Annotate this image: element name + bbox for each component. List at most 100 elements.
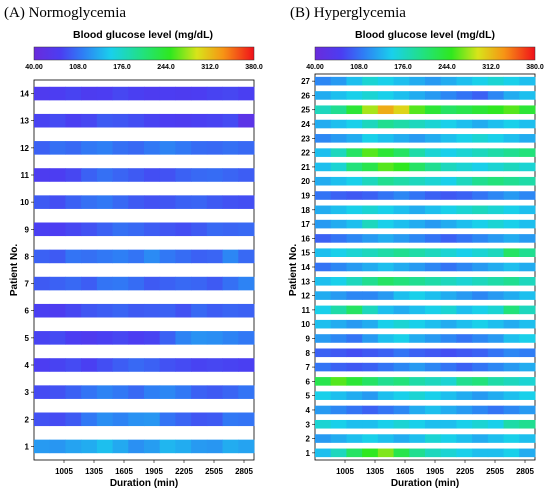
heatmap-cell-p14-0: [34, 86, 51, 101]
heatmap-cell-p25-6: [409, 105, 426, 115]
heatmap-cell-p24-0: [315, 119, 332, 129]
heatmap-cell-p24-4: [377, 119, 394, 129]
y-tick-label: 15: [301, 249, 310, 258]
heatmap-cell-p12-0: [34, 141, 51, 155]
heatmap-cell-p7-5: [112, 276, 129, 291]
heatmap-cell-p21-2: [346, 162, 363, 172]
heatmap-cell-p23-2: [346, 134, 363, 143]
heatmap-cell-p25-2: [346, 105, 363, 115]
heatmap-cell-p11-5: [393, 305, 410, 315]
heatmap-cell-p5-13: [238, 331, 255, 345]
heatmap-cell-p7-3: [81, 276, 98, 291]
heatmap-cell-p27-12: [503, 76, 520, 86]
heatmap-cell-p14-3: [81, 86, 98, 101]
heatmap-cell-p10-8: [440, 319, 457, 329]
heatmap-cell-p18-11: [487, 205, 504, 215]
heatmap-cell-p20-13: [519, 176, 536, 186]
heatmap-cell-p13-12: [222, 113, 239, 128]
heatmap-cell-p14-10: [191, 86, 208, 101]
heatmap-cell-p15-13: [519, 248, 536, 257]
heatmap-cell-p7-2: [346, 362, 363, 372]
heatmap-cell-p23-1: [330, 134, 347, 143]
heatmap-cell-p2-13: [238, 412, 255, 427]
heatmap-cell-p13-8: [440, 277, 457, 286]
heatmap-cell-p8-3: [81, 249, 98, 264]
y-tick-label: 8: [306, 349, 311, 358]
heatmap-cell-p2-11: [487, 434, 504, 443]
heatmap-cell-p27-13: [519, 76, 536, 86]
heatmap-cell-p11-13: [238, 168, 255, 182]
heatmap-cell-p26-12: [503, 91, 520, 100]
heatmap-cell-p20-8: [440, 176, 457, 186]
heatmap-cell-p18-3: [362, 205, 379, 215]
heatmap-cell-p12-5: [393, 291, 410, 300]
heatmap-cell-p7-2: [65, 276, 82, 291]
heatmap-cell-p27-4: [377, 76, 394, 86]
heatmap-cell-p14-9: [456, 262, 473, 272]
y-tick-label: 9: [25, 225, 30, 234]
heatmap-cell-p9-0: [34, 222, 51, 237]
heatmap-cell-p11-11: [206, 168, 223, 182]
y-tick-label: 3: [25, 388, 30, 397]
colorbar-tick-label: 312.0: [201, 64, 219, 71]
heatmap-cell-p14-2: [65, 86, 82, 101]
y-tick-label: 10: [301, 320, 310, 329]
heatmap-cell-p22-4: [377, 148, 394, 157]
heatmap-cell-p25-5: [393, 105, 410, 115]
heatmap-cell-p7-8: [440, 362, 457, 372]
heatmap-cell-p2-8: [159, 412, 176, 427]
heatmap-cell-p17-13: [519, 219, 536, 229]
heatmap-cell-p11-2: [65, 168, 82, 182]
heatmap-cell-p11-2: [346, 305, 363, 315]
heatmap-cell-p24-8: [440, 119, 457, 129]
heatmap-cell-p6-13: [519, 377, 536, 386]
heatmap-cell-p5-6: [128, 331, 145, 345]
heatmap-cell-p11-3: [362, 305, 379, 315]
heatmap-cell-p16-9: [456, 234, 473, 243]
heatmap-cell-p26-10: [472, 91, 489, 100]
y-tick-label: 14: [301, 263, 310, 272]
heatmap-cell-p27-6: [409, 76, 426, 86]
heatmap-cell-p1-13: [519, 448, 536, 458]
heatmap-cell-p12-11: [206, 141, 223, 155]
heatmap-cell-p10-3: [362, 319, 379, 329]
heatmap-cell-p1-2: [346, 448, 363, 458]
heatmap-cell-p14-10: [472, 262, 489, 272]
heatmap-cell-p4-13: [519, 405, 536, 415]
heatmap-cell-p18-2: [346, 205, 363, 215]
heatmap-cell-p20-0: [315, 176, 332, 186]
heatmap-cell-p16-11: [487, 234, 504, 243]
y-tick-label: 26: [301, 91, 310, 100]
colorbar-tick-label: 176.0: [113, 64, 131, 71]
colorbar-b: [314, 46, 536, 61]
heatmap-cell-p13-0: [34, 113, 51, 128]
heatmap-cell-p10-12: [222, 195, 239, 209]
panel-normoglycemia: (A) Normoglycemia Blood glucose level (m…: [4, 5, 263, 489]
heatmap-cell-p18-6: [409, 205, 426, 215]
heatmap-cell-p7-4: [96, 276, 113, 291]
y-tick-label: 7: [25, 280, 30, 289]
heatmap-cell-p11-6: [128, 168, 145, 182]
heatmap-cell-p13-2: [65, 113, 82, 128]
heatmap-cell-p10-1: [330, 319, 347, 329]
heatmap-cell-p4-11: [206, 358, 223, 372]
heatmap-cell-p15-12: [503, 248, 520, 257]
heatmap-cell-p1-7: [425, 448, 442, 458]
heatmap-cell-p15-8: [440, 248, 457, 257]
heatmap-cell-p13-8: [159, 113, 176, 128]
heatmap-cell-p3-5: [112, 385, 129, 399]
heatmap-cell-p6-11: [487, 377, 504, 386]
heatmap-cell-p1-0: [315, 448, 332, 458]
y-tick-label: 13: [301, 277, 310, 286]
heatmap-cell-p11-8: [159, 168, 176, 182]
heatmap-cell-p12-3: [362, 291, 379, 300]
heatmap-cell-p10-12: [503, 319, 520, 329]
heatmap-cell-p9-3: [362, 334, 379, 343]
heatmap-cell-p12-2: [65, 141, 82, 155]
heatmap-cell-p16-3: [362, 234, 379, 243]
heatmap-cell-p24-12: [503, 119, 520, 129]
heatmap-cell-p12-10: [191, 141, 208, 155]
heatmap-cell-p10-9: [175, 195, 192, 209]
heatmap-cell-p6-12: [222, 303, 239, 318]
heatmap-cell-p5-5: [393, 391, 410, 400]
